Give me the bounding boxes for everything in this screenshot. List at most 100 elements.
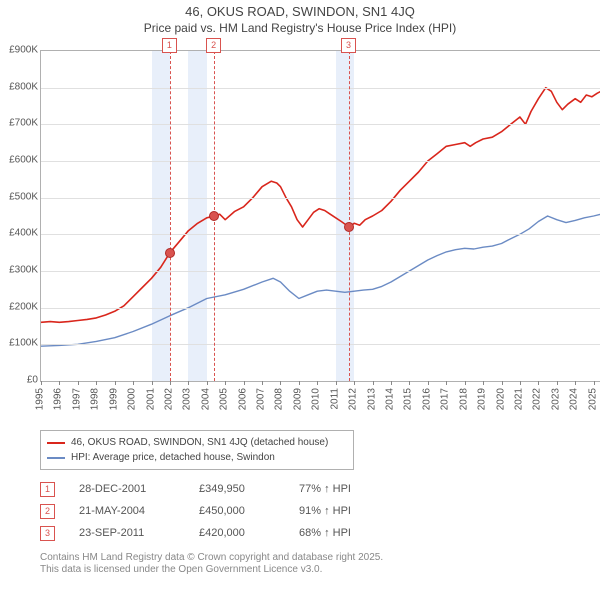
x-tick xyxy=(465,381,466,385)
x-tick xyxy=(133,381,134,385)
x-tick xyxy=(502,381,503,385)
x-tick xyxy=(336,381,337,385)
footer-line: Contains HM Land Registry data © Crown c… xyxy=(40,552,383,564)
y-axis-label: £400K xyxy=(0,228,38,239)
gridline xyxy=(41,88,600,89)
sales-table: 1 28-DEC-2001 £349,950 77% ↑ HPI 2 21-MA… xyxy=(40,478,399,544)
series-line xyxy=(41,88,600,323)
x-tick xyxy=(207,381,208,385)
x-axis-label: 2004 xyxy=(200,388,211,410)
legend-swatch xyxy=(47,457,65,459)
x-tick xyxy=(244,381,245,385)
x-tick xyxy=(280,381,281,385)
x-tick xyxy=(41,381,42,385)
x-axis-label: 2021 xyxy=(513,388,524,410)
x-tick xyxy=(557,381,558,385)
x-axis-label: 2013 xyxy=(366,388,377,410)
sale-marker-box: 3 xyxy=(40,526,55,541)
x-tick xyxy=(152,381,153,385)
x-axis-label: 2022 xyxy=(532,388,543,410)
x-axis-label: 2019 xyxy=(477,388,488,410)
x-axis-label: 1995 xyxy=(35,388,46,410)
y-axis-label: £500K xyxy=(0,191,38,202)
x-axis-label: 2014 xyxy=(385,388,396,410)
sale-point-dot xyxy=(344,222,354,232)
x-tick xyxy=(78,381,79,385)
x-tick xyxy=(188,381,189,385)
y-axis-label: £100K xyxy=(0,338,38,349)
sale-price: £420,000 xyxy=(199,527,299,539)
x-tick xyxy=(262,381,263,385)
x-tick xyxy=(575,381,576,385)
x-axis-label: 2020 xyxy=(495,388,506,410)
sale-date: 21-MAY-2004 xyxy=(79,505,199,517)
x-tick xyxy=(96,381,97,385)
y-axis-label: £600K xyxy=(0,155,38,166)
event-line xyxy=(349,51,350,381)
table-row: 1 28-DEC-2001 £349,950 77% ↑ HPI xyxy=(40,478,399,500)
y-axis-label: £200K xyxy=(0,301,38,312)
event-marker-box: 3 xyxy=(341,38,356,53)
table-row: 2 21-MAY-2004 £450,000 91% ↑ HPI xyxy=(40,500,399,522)
gridline xyxy=(41,234,600,235)
x-axis-label: 2000 xyxy=(127,388,138,410)
x-axis-label: 2008 xyxy=(274,388,285,410)
x-axis-label: 2018 xyxy=(458,388,469,410)
legend-label: HPI: Average price, detached house, Swin… xyxy=(71,452,275,463)
x-tick xyxy=(483,381,484,385)
x-axis-label: 2006 xyxy=(237,388,248,410)
x-tick xyxy=(538,381,539,385)
x-axis-label: 2007 xyxy=(256,388,267,410)
footer-attribution: Contains HM Land Registry data © Crown c… xyxy=(40,552,383,576)
x-tick xyxy=(594,381,595,385)
y-axis-label: £700K xyxy=(0,118,38,129)
x-axis-label: 2012 xyxy=(348,388,359,410)
gridline xyxy=(41,271,600,272)
gridline xyxy=(41,308,600,309)
sale-price: £450,000 xyxy=(199,505,299,517)
footer-line: This data is licensed under the Open Gov… xyxy=(40,564,383,576)
x-axis-label: 2016 xyxy=(421,388,432,410)
x-axis-label: 2010 xyxy=(311,388,322,410)
x-axis-label: 2002 xyxy=(163,388,174,410)
x-axis-label: 2003 xyxy=(182,388,193,410)
y-axis-label: £0 xyxy=(0,375,38,386)
x-tick xyxy=(59,381,60,385)
chart-plot-area xyxy=(40,50,600,382)
x-tick xyxy=(225,381,226,385)
chart-legend: 46, OKUS ROAD, SWINDON, SN1 4JQ (detache… xyxy=(40,430,354,470)
chart-svg xyxy=(41,51,600,381)
x-axis-label: 2023 xyxy=(550,388,561,410)
legend-label: 46, OKUS ROAD, SWINDON, SN1 4JQ (detache… xyxy=(71,437,328,448)
x-axis-label: 2015 xyxy=(403,388,414,410)
gridline xyxy=(41,124,600,125)
sale-marker-box: 2 xyxy=(40,504,55,519)
chart-subtitle: Price paid vs. HM Land Registry's House … xyxy=(0,19,600,35)
sale-point-dot xyxy=(165,248,175,258)
table-row: 3 23-SEP-2011 £420,000 68% ↑ HPI xyxy=(40,522,399,544)
x-tick xyxy=(446,381,447,385)
gridline xyxy=(41,198,600,199)
sale-price: £349,950 xyxy=(199,483,299,495)
x-tick xyxy=(115,381,116,385)
gridline xyxy=(41,161,600,162)
x-tick xyxy=(317,381,318,385)
sale-delta: 77% ↑ HPI xyxy=(299,483,399,495)
sale-point-dot xyxy=(209,211,219,221)
x-tick xyxy=(354,381,355,385)
x-axis-label: 1999 xyxy=(108,388,119,410)
x-axis-label: 1996 xyxy=(53,388,64,410)
x-axis-label: 2025 xyxy=(587,388,598,410)
sale-marker-box: 1 xyxy=(40,482,55,497)
x-axis-label: 2009 xyxy=(292,388,303,410)
sale-delta: 91% ↑ HPI xyxy=(299,505,399,517)
x-axis-label: 2024 xyxy=(569,388,580,410)
x-axis-label: 2001 xyxy=(145,388,156,410)
y-axis-label: £900K xyxy=(0,45,38,56)
chart-title: 46, OKUS ROAD, SWINDON, SN1 4JQ xyxy=(0,0,600,19)
sale-delta: 68% ↑ HPI xyxy=(299,527,399,539)
x-tick xyxy=(391,381,392,385)
x-tick xyxy=(428,381,429,385)
gridline xyxy=(41,344,600,345)
sale-date: 28-DEC-2001 xyxy=(79,483,199,495)
